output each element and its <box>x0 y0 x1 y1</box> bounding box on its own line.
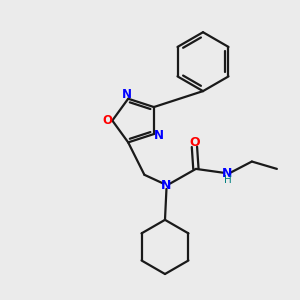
Text: H: H <box>224 175 231 185</box>
Text: N: N <box>222 167 232 180</box>
Text: O: O <box>102 114 112 127</box>
Text: N: N <box>154 129 164 142</box>
Text: N: N <box>122 88 132 101</box>
Text: O: O <box>189 136 200 149</box>
Text: N: N <box>161 178 172 192</box>
